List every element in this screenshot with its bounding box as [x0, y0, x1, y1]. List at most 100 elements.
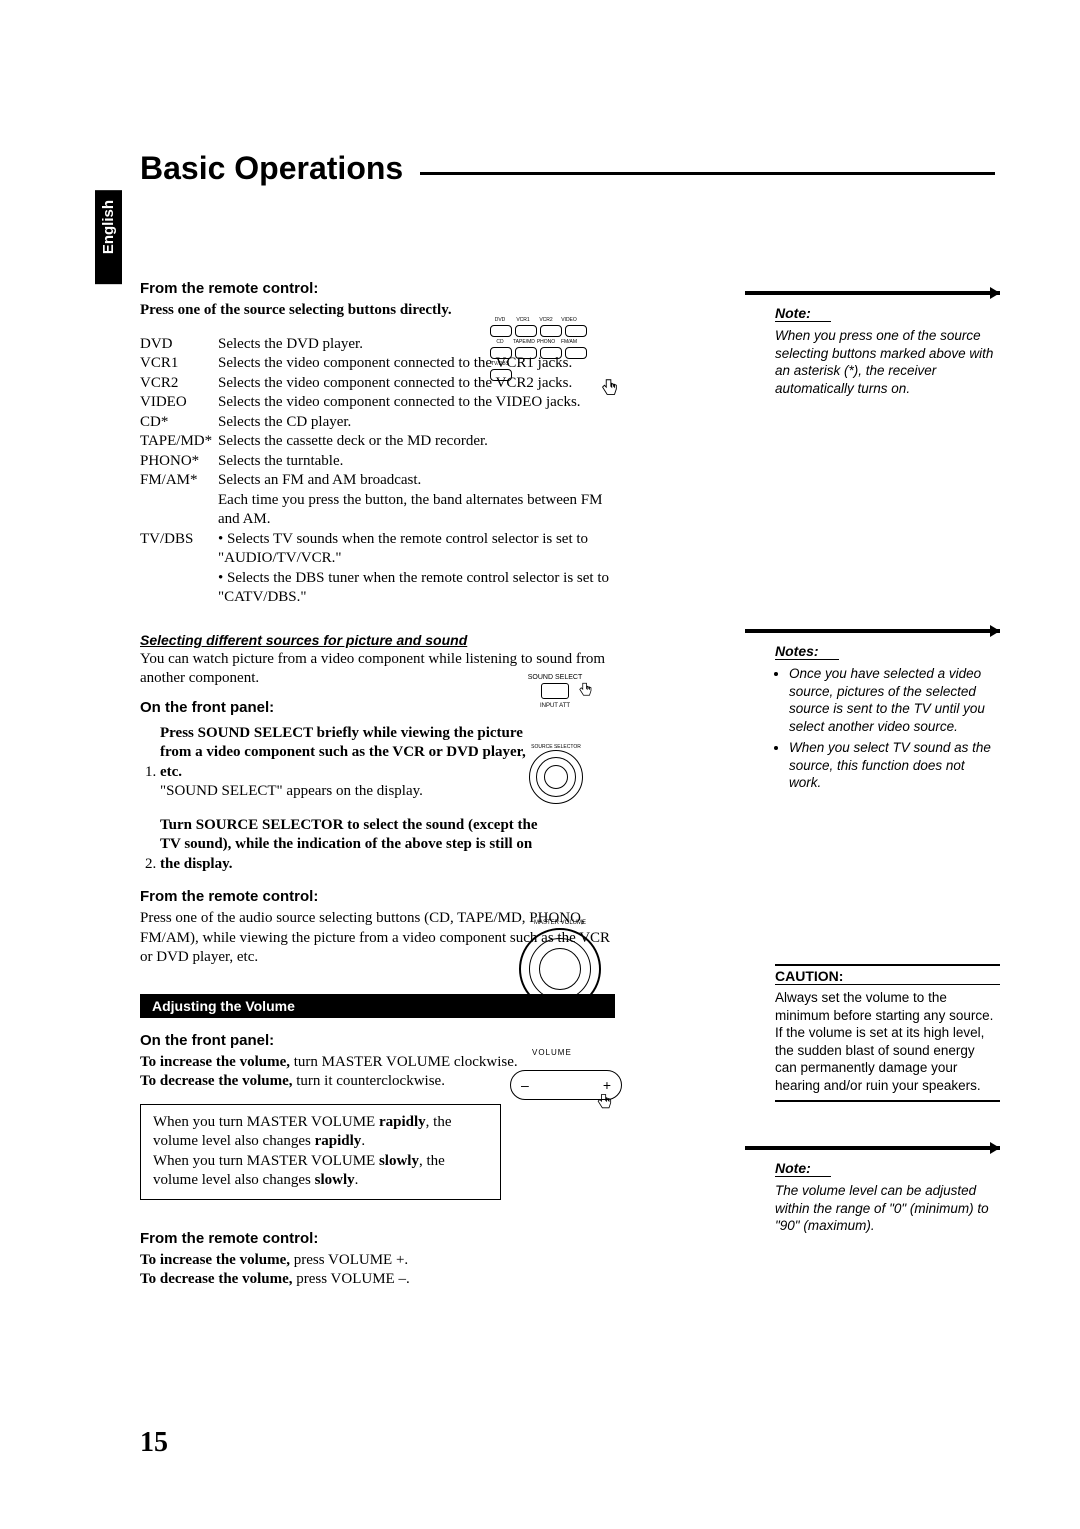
box1d: rapidly: [315, 1133, 362, 1149]
vol-r-dec-label: To decrease the volume,: [140, 1271, 292, 1287]
btn-lbl: VCR1: [513, 317, 533, 323]
remote-btn-icon: [540, 325, 562, 337]
remote-btn-icon: [565, 325, 587, 337]
source-row: FM/AM* Selects an FM and AM broadcast. E…: [140, 471, 615, 530]
src-label: DVD: [140, 335, 218, 355]
src-label: TAPE/MD*: [140, 432, 218, 452]
btn-lbl: PHONO: [536, 339, 556, 345]
volume-speed-box: When you turn MASTER VOLUME rapidly, the…: [140, 1104, 501, 1200]
vol-r-inc-text: press VOLUME +.: [290, 1252, 408, 1268]
master-volume-illus: MASTER VOLUME: [510, 920, 610, 1010]
remote-btn-icon: [515, 325, 537, 337]
btn-lbl: TV/DBS: [490, 361, 510, 367]
note-2-item: Once you have selected a video source, p…: [789, 665, 1000, 735]
box2a: When you turn MASTER VOLUME: [153, 1153, 379, 1169]
note-2-item: When you select TV sound as the source, …: [789, 739, 1000, 792]
vol-r-decrease: To decrease the volume, press VOLUME –.: [140, 1270, 615, 1290]
remote-buttons-illus: DVD VCR1 VCR2 VIDEO CD TAPE/MD PHONO FM/…: [490, 317, 590, 383]
note-1: Note: When you press one of the source s…: [775, 291, 1000, 397]
step-item: Turn SOURCE SELECTOR to select the sound…: [160, 816, 615, 875]
page-title: Basic Operations: [140, 150, 990, 187]
step1-bold: Press SOUND SELECT briefly while viewing…: [160, 724, 530, 783]
btn-lbl: CD: [490, 339, 510, 345]
minus-label: –: [521, 1077, 529, 1093]
knob-icon: [529, 750, 583, 804]
source-row: CD* Selects the CD player.: [140, 413, 615, 433]
note-arrow-icon: [775, 1146, 1000, 1154]
box1b: rapidly: [379, 1114, 426, 1130]
hand-press-icon: [576, 681, 594, 699]
vol-inc-label: To increase the volume,: [140, 1054, 290, 1070]
src-desc: Selects the cassette deck or the MD reco…: [218, 432, 615, 452]
step2-bold: Turn SOURCE SELECTOR to select the sound…: [160, 816, 540, 875]
language-tab: English: [95, 190, 122, 284]
plus-label: +: [603, 1077, 611, 1093]
caution-block: CAUTION: Always set the volume to the mi…: [775, 964, 1000, 1102]
sound-select-btn-icon: [541, 683, 569, 699]
volume-remote-illus: VOLUME – +: [510, 1058, 620, 1100]
note-2-list: Once you have selected a video source, p…: [775, 665, 1000, 792]
caution-head: CAUTION:: [775, 968, 1000, 985]
remote-btn-icon: [540, 347, 562, 359]
src-desc: Selects the turntable.: [218, 452, 615, 472]
hand-press-icon: [598, 377, 620, 399]
remote-heading-3: From the remote control:: [140, 1230, 615, 1247]
src-desc: Selects the CD player.: [218, 413, 615, 433]
source-row: TAPE/MD* Selects the cassette deck or th…: [140, 432, 615, 452]
vol-r-dec-text: press VOLUME –.: [292, 1271, 409, 1287]
right-column: Note: When you press one of the source s…: [775, 195, 1000, 1290]
box2b: slowly: [379, 1153, 419, 1169]
source-row: PHONO* Selects the turntable.: [140, 452, 615, 472]
caution-body: Always set the volume to the minimum bef…: [775, 989, 1000, 1102]
note-3-head: Note:: [775, 1160, 831, 1177]
btn-lbl: TAPE/MD: [513, 339, 533, 345]
remote-btn-icon: [490, 325, 512, 337]
step1-plain: "SOUND SELECT" appears on the display.: [160, 783, 423, 799]
page: English Basic Operations From the remote…: [0, 0, 1080, 1529]
note-3-body: The volume level can be adjusted within …: [775, 1182, 1000, 1235]
note-2: Notes: Once you have selected a video so…: [775, 629, 1000, 792]
src-label: VIDEO: [140, 393, 218, 413]
select-diff-heading: Selecting different sources for picture …: [140, 632, 615, 648]
note-arrow-icon: [775, 291, 1000, 299]
src-label: FM/AM*: [140, 471, 218, 491]
src-label: TV/DBS: [140, 530, 218, 550]
hand-press-icon: [594, 1092, 614, 1112]
vol-r-increase: To increase the volume, press VOLUME +.: [140, 1251, 615, 1271]
remote-btn-icon: [515, 347, 537, 359]
page-number: 15: [140, 1427, 168, 1459]
src-desc: • Selects TV sounds when the remote cont…: [218, 530, 615, 608]
box1e: .: [361, 1133, 365, 1149]
front-panel-heading-2: On the front panel:: [140, 1032, 615, 1049]
input-att-label: INPUT ATT: [520, 703, 590, 709]
vol-r-inc-label: To increase the volume,: [140, 1252, 290, 1268]
note-arrow-icon: [775, 629, 1000, 637]
btn-lbl: FM/AM: [559, 339, 579, 345]
remote-btn-icon: [565, 347, 587, 359]
remote-btn-icon: [490, 369, 512, 381]
source-selector-illus: SOURCE SELECTOR: [527, 744, 585, 802]
master-volume-knob-icon: [519, 928, 601, 1010]
box1a: When you turn MASTER VOLUME: [153, 1114, 379, 1130]
volume-label: VOLUME: [532, 1048, 572, 1057]
vol-dec-label: To decrease the volume,: [140, 1073, 292, 1089]
src-label: CD*: [140, 413, 218, 433]
src-label: PHONO*: [140, 452, 218, 472]
src-label: VCR2: [140, 374, 218, 394]
source-row: VIDEO Selects the video component connec…: [140, 393, 615, 413]
note-1-body: When you press one of the source selecti…: [775, 327, 1000, 397]
sound-select-label: SOUND SELECT: [520, 674, 590, 681]
note-1-head: Note:: [775, 305, 831, 322]
btn-lbl: VIDEO: [559, 317, 579, 323]
box2d: slowly: [315, 1172, 355, 1188]
sound-select-illus: SOUND SELECT INPUT ATT: [520, 674, 590, 709]
src-label: VCR1: [140, 354, 218, 374]
master-volume-label: MASTER VOLUME: [510, 920, 610, 926]
btn-lbl: DVD: [490, 317, 510, 323]
src-desc: Selects the video component connected to…: [218, 393, 615, 413]
note-2-head: Notes:: [775, 643, 839, 660]
vol-dec-text: turn it counterclockwise.: [292, 1073, 444, 1089]
src-desc: Selects an FM and AM broadcast. Each tim…: [218, 471, 615, 530]
btn-lbl: VCR2: [536, 317, 556, 323]
title-rule: [420, 172, 995, 175]
